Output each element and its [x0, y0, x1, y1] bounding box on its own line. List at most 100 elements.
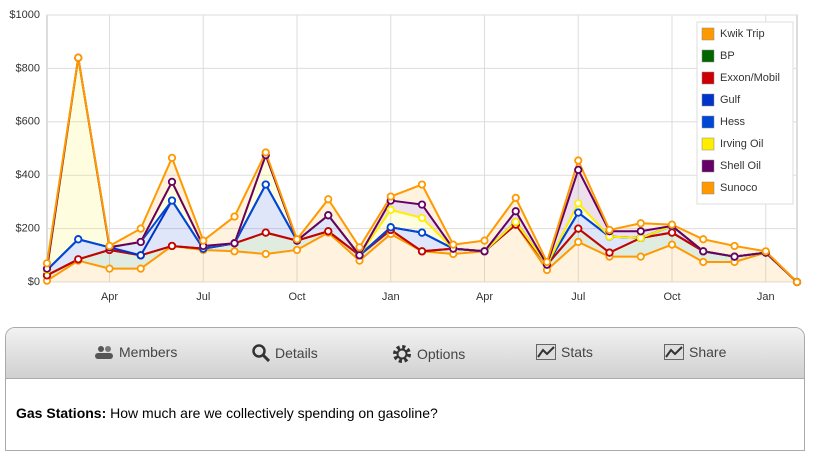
- marker: [417, 200, 427, 209]
- marker: [699, 257, 708, 267]
- marker: [542, 257, 552, 267]
- x-tick-label: Apr: [101, 291, 118, 303]
- label: Stats: [561, 344, 593, 360]
- toolbar: Members Details Options Stats Share: [6, 328, 804, 379]
- marker: [386, 223, 395, 232]
- marker: [292, 245, 302, 255]
- y-tick-label: $800: [16, 62, 40, 74]
- marker: [230, 212, 239, 221]
- marker: [417, 213, 427, 223]
- icon: [252, 344, 270, 362]
- label: Members: [119, 344, 178, 360]
- marker: [230, 239, 239, 248]
- marker: [74, 235, 83, 244]
- marker: [667, 220, 677, 229]
- marker: [74, 53, 83, 62]
- share-button[interactable]: Share: [664, 344, 726, 360]
- legend-swatch: [701, 27, 715, 41]
- marker: [417, 228, 427, 237]
- marker: [574, 237, 583, 247]
- legend-swatch: [701, 181, 715, 195]
- marker: [699, 247, 708, 256]
- panel: Members Details Options Stats Share Gas …: [5, 327, 805, 451]
- legend-swatch: [701, 93, 715, 107]
- legend-label: Hess: [720, 116, 746, 128]
- marker: [449, 240, 458, 249]
- marker: [480, 247, 489, 256]
- x-tick-label: Jul: [196, 291, 210, 303]
- marker: [355, 243, 364, 252]
- icon: [95, 346, 113, 359]
- marker: [636, 233, 645, 243]
- marker: [136, 251, 145, 260]
- y-tick-label: $0: [28, 276, 40, 288]
- marker: [261, 180, 270, 189]
- marker: [136, 264, 145, 273]
- marker: [355, 251, 364, 260]
- marker: [730, 241, 739, 251]
- marker: [792, 277, 802, 287]
- marker: [636, 219, 645, 228]
- legend-label: Irving Oil: [720, 138, 763, 150]
- marker: [261, 148, 270, 157]
- stats-button[interactable]: Stats: [536, 344, 593, 360]
- legend-swatch: [701, 49, 715, 63]
- legend-label: Shell Oil: [720, 160, 761, 172]
- area: [47, 57, 797, 282]
- marker: [199, 236, 208, 245]
- legend-label: Sunoco: [720, 182, 757, 194]
- marker: [511, 207, 520, 216]
- marker: [511, 217, 520, 227]
- marker: [324, 227, 333, 236]
- label: Options: [417, 346, 466, 362]
- marker: [105, 241, 114, 251]
- marker: [230, 247, 239, 256]
- marker: [667, 228, 677, 237]
- options-button[interactable]: Options: [392, 344, 465, 364]
- legend-label: Kwik Trip: [720, 28, 765, 40]
- marker: [74, 255, 83, 264]
- label: Share: [689, 344, 727, 360]
- legend-swatch: [701, 71, 715, 85]
- marker: [167, 196, 177, 205]
- marker: [136, 237, 145, 247]
- y-tick-label: $200: [16, 223, 40, 235]
- x-tick-label: Jan: [757, 291, 775, 303]
- icon: [664, 344, 684, 360]
- marker: [292, 235, 302, 244]
- y-tick-label: $400: [16, 169, 40, 181]
- x-tick-label: Apr: [476, 291, 493, 303]
- marker: [167, 241, 177, 251]
- marker: [574, 224, 583, 233]
- marker: [574, 156, 583, 165]
- marker: [42, 259, 52, 268]
- description-text: How much are we collectively spending on…: [110, 405, 438, 421]
- marker: [324, 211, 333, 220]
- x-tick-label: Jan: [382, 291, 400, 303]
- marker: [261, 249, 270, 259]
- legend-box: [696, 21, 794, 205]
- marker: [324, 195, 333, 204]
- members-button[interactable]: Members: [94, 344, 177, 360]
- icon: [536, 344, 556, 360]
- description-label: Gas Stations:: [16, 405, 107, 421]
- legend-swatch: [701, 159, 715, 173]
- marker: [386, 205, 395, 215]
- marker: [605, 225, 614, 235]
- label: Details: [275, 345, 318, 361]
- marker: [636, 227, 645, 236]
- marker: [167, 153, 177, 162]
- marker: [667, 240, 677, 249]
- x-tick-label: Oct: [288, 291, 305, 303]
- marker: [480, 236, 489, 245]
- x-tick-label: Oct: [663, 291, 680, 303]
- marker: [261, 228, 270, 237]
- legend-swatch: [701, 137, 715, 151]
- marker: [511, 193, 520, 202]
- marker: [699, 235, 708, 244]
- x-tick-label: Jul: [571, 291, 585, 303]
- details-button[interactable]: Details: [252, 344, 318, 362]
- marker: [136, 224, 145, 233]
- marker: [574, 199, 583, 208]
- chart: $0 $200 $400 $600 $800 $1000 Apr Jul Oct Jan Apr Ju…: [9, 9, 802, 303]
